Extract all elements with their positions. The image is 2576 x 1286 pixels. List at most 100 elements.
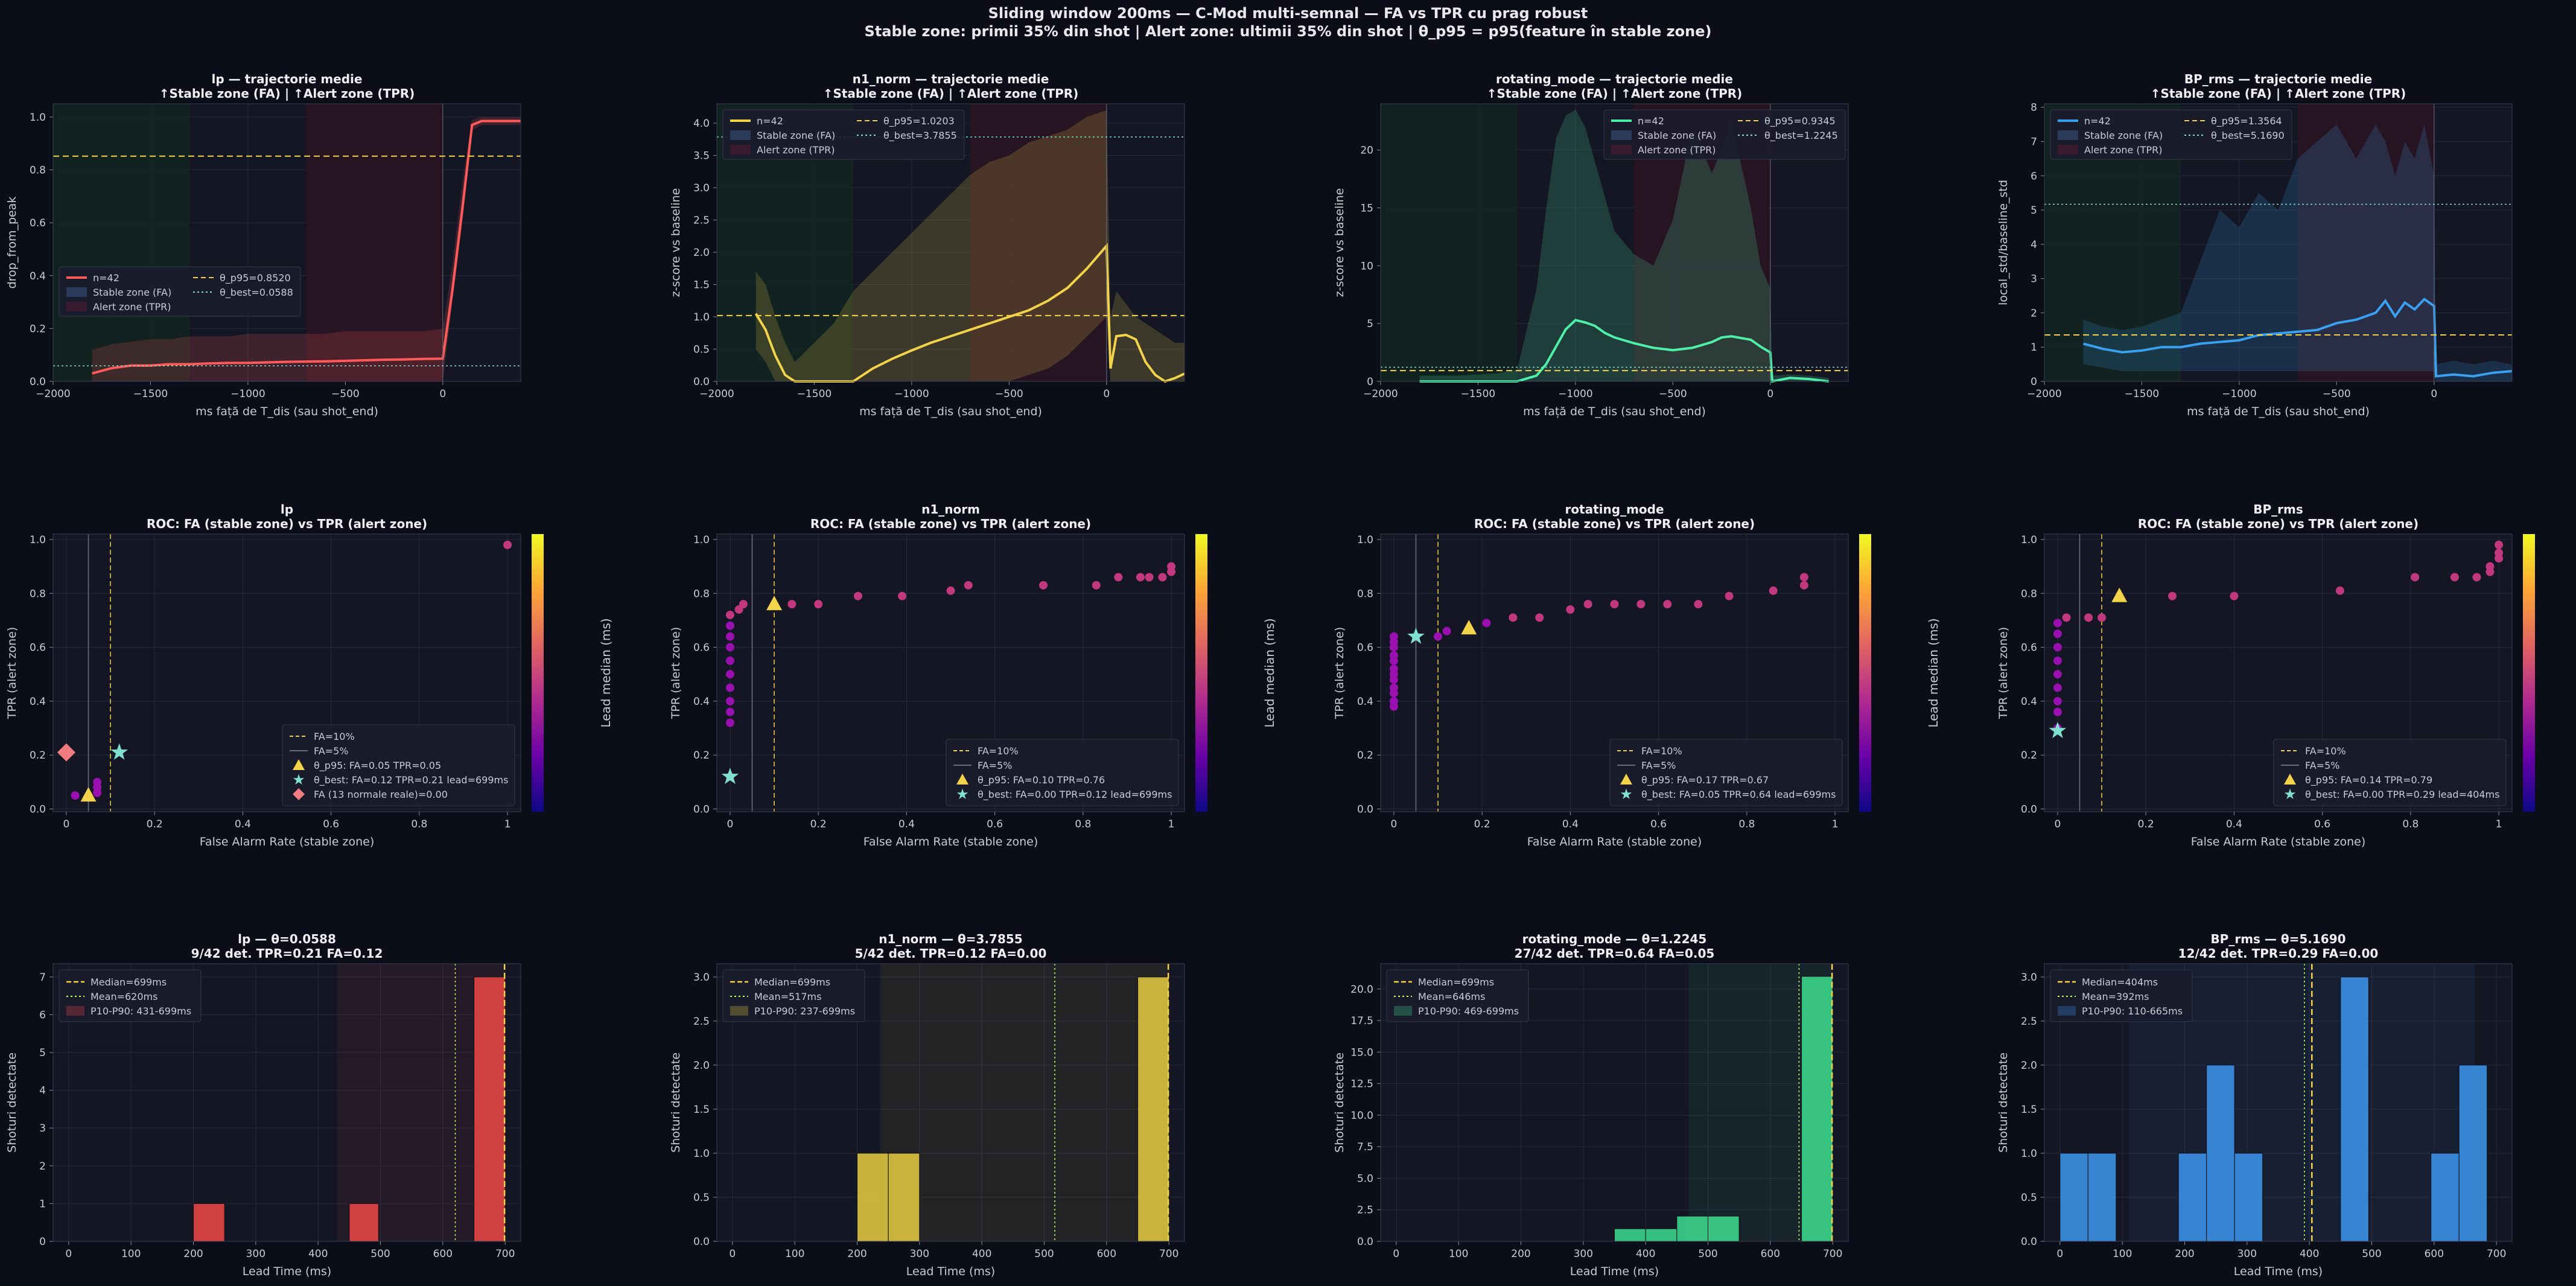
theta-p95-marker bbox=[80, 787, 97, 802]
chart-subtitle: 5/42 det. TPR=0.12 FA=0.00 bbox=[855, 946, 1047, 961]
roc-point bbox=[2450, 573, 2459, 582]
y-tick-label: 1 bbox=[39, 1198, 46, 1210]
legend-theta-p95: θ_p95=0.8520 bbox=[220, 272, 291, 284]
roc-point bbox=[1566, 605, 1575, 614]
y-tick-label: 3.0 bbox=[693, 182, 710, 194]
legend-p10p90-swatch bbox=[2058, 1006, 2076, 1016]
x-tick-label: −500 bbox=[995, 388, 1023, 400]
x-axis-label: ms față de T_dis (sau shot_end) bbox=[859, 405, 1042, 418]
legend-theta-p95: θ_p95=1.3564 bbox=[2211, 115, 2282, 127]
roc-point bbox=[1583, 600, 1592, 609]
colorbar bbox=[532, 534, 544, 812]
roc-point bbox=[1482, 619, 1491, 628]
y-tick-label: 2 bbox=[39, 1160, 46, 1173]
x-tick-label: 100 bbox=[2113, 1248, 2132, 1260]
y-tick-label: 15 bbox=[1360, 203, 1373, 215]
legend-best-swatch: ★ bbox=[292, 771, 305, 788]
roc-point bbox=[2097, 613, 2107, 622]
y-tick-label: 0.6 bbox=[693, 642, 710, 654]
y-axis-label: Shoturi detectate bbox=[669, 1052, 682, 1153]
y-tick-label: 12.5 bbox=[1350, 1078, 1373, 1090]
legend-item: FA=10% bbox=[1641, 745, 1682, 757]
roc-point bbox=[725, 643, 734, 652]
legend-p10p90-swatch bbox=[730, 1006, 748, 1016]
chart-subtitle: ↑Stable zone (FA) | ↑Alert zone (TPR) bbox=[1487, 86, 1743, 101]
theta-best-marker bbox=[721, 767, 739, 785]
x-tick-label: 0.4 bbox=[898, 818, 915, 830]
roc-point bbox=[1092, 581, 1101, 590]
legend-alert-zone-swatch bbox=[2058, 145, 2078, 154]
legend-p10p90-swatch bbox=[66, 1006, 84, 1016]
x-tick-label: 600 bbox=[433, 1248, 453, 1260]
histogram-bar bbox=[2206, 1065, 2235, 1242]
legend-alert-zone-swatch bbox=[66, 302, 87, 311]
theta-p95-marker bbox=[2111, 587, 2128, 602]
y-tick-label: 5.0 bbox=[1357, 1173, 1373, 1185]
roc-point bbox=[2495, 549, 2504, 558]
x-tick-label: 0.8 bbox=[1738, 818, 1755, 830]
legend: Median=699ms Mean=517ms P10-P90: 237-699ms bbox=[722, 969, 865, 1022]
x-tick-label: 0 bbox=[727, 818, 734, 830]
roc-point bbox=[725, 610, 734, 619]
y-tick-label: 2.5 bbox=[1357, 1205, 1373, 1217]
x-tick-label: −2000 bbox=[699, 388, 734, 400]
y-tick-label: 0.4 bbox=[1357, 696, 1373, 708]
plot-frame bbox=[2044, 533, 2513, 812]
legend-item: θ_best: FA=0.05 TPR=0.64 lead=699ms bbox=[1641, 789, 1836, 801]
mean-trajectory bbox=[2083, 298, 2513, 378]
spread-band bbox=[1419, 109, 1829, 382]
legend: n=42 Stable zone (FA) Alert zone (TPR) θ_p9… bbox=[1603, 109, 1846, 160]
legend-item: Mean=392ms bbox=[2082, 991, 2149, 1002]
legend-item: P10-P90: 469-699ms bbox=[1418, 1005, 1519, 1017]
y-tick-label: 1.5 bbox=[2021, 1104, 2037, 1116]
x-tick-label: 200 bbox=[2175, 1248, 2194, 1260]
legend-box bbox=[1603, 109, 1846, 160]
roc-point bbox=[898, 591, 907, 600]
x-tick-label: 0.8 bbox=[2402, 818, 2419, 830]
chart-subtitle: 9/42 det. TPR=0.21 FA=0.12 bbox=[191, 946, 383, 961]
y-tick-label: 17.5 bbox=[1350, 1015, 1373, 1027]
legend-item: θ_p95: FA=0.14 TPR=0.79 bbox=[2305, 774, 2432, 786]
x-tick-label: −1500 bbox=[797, 388, 832, 400]
plot-frame bbox=[716, 533, 1185, 812]
x-tick-label: 600 bbox=[1761, 1248, 1780, 1260]
x-tick-label: 0.4 bbox=[2226, 818, 2242, 830]
y-tick-label: 20.0 bbox=[1350, 984, 1373, 996]
y-axis-label: drop_from_peak bbox=[5, 197, 19, 289]
legend-item: FA=5% bbox=[314, 745, 348, 757]
roc-point bbox=[787, 600, 797, 609]
x-tick-label: 700 bbox=[1159, 1248, 1178, 1260]
roc-point bbox=[2411, 573, 2420, 582]
y-axis-label: local_std/baseline_std bbox=[1997, 180, 2010, 305]
legend-item: Median=699ms bbox=[91, 976, 167, 988]
legend-item: P10-P90: 431-699ms bbox=[91, 1005, 191, 1017]
x-tick-label: −1000 bbox=[894, 388, 929, 400]
y-tick-label: 8 bbox=[2031, 102, 2037, 114]
x-tick-label: 500 bbox=[1034, 1248, 1054, 1260]
chart-subtitle: ROC: FA (stable zone) vs TPR (alert zone… bbox=[1474, 517, 1755, 531]
roc-point bbox=[1535, 613, 1544, 622]
roc-point bbox=[2485, 562, 2495, 571]
roc-point bbox=[725, 670, 734, 679]
x-tick-label: 400 bbox=[308, 1248, 328, 1260]
y-tick-label: 4 bbox=[2031, 239, 2037, 251]
roc-point bbox=[1663, 600, 1672, 609]
x-axis-label: Lead Time (ms) bbox=[906, 1265, 995, 1278]
legend-stable-zone-swatch bbox=[2058, 130, 2078, 140]
roc-point bbox=[1442, 626, 1451, 635]
x-tick-label: 0 bbox=[65, 1248, 72, 1260]
chart-subtitle: ROC: FA (stable zone) vs TPR (alert zone… bbox=[810, 517, 1091, 531]
legend-theta-best: θ_best=3.7855 bbox=[883, 130, 957, 142]
y-tick-label: 0.0 bbox=[693, 1236, 710, 1248]
y-tick-label: 0 bbox=[1367, 376, 1373, 388]
mean-trajectory bbox=[92, 119, 521, 375]
y-tick-label: 2.0 bbox=[2021, 1060, 2037, 1072]
x-tick-label: 0 bbox=[63, 818, 70, 830]
roc-point bbox=[1799, 581, 1808, 590]
x-tick-label: 300 bbox=[1574, 1248, 1593, 1260]
theta-best-marker bbox=[110, 743, 128, 760]
y-tick-label: 3.5 bbox=[693, 150, 710, 162]
x-tick-label: 1 bbox=[1168, 818, 1175, 830]
